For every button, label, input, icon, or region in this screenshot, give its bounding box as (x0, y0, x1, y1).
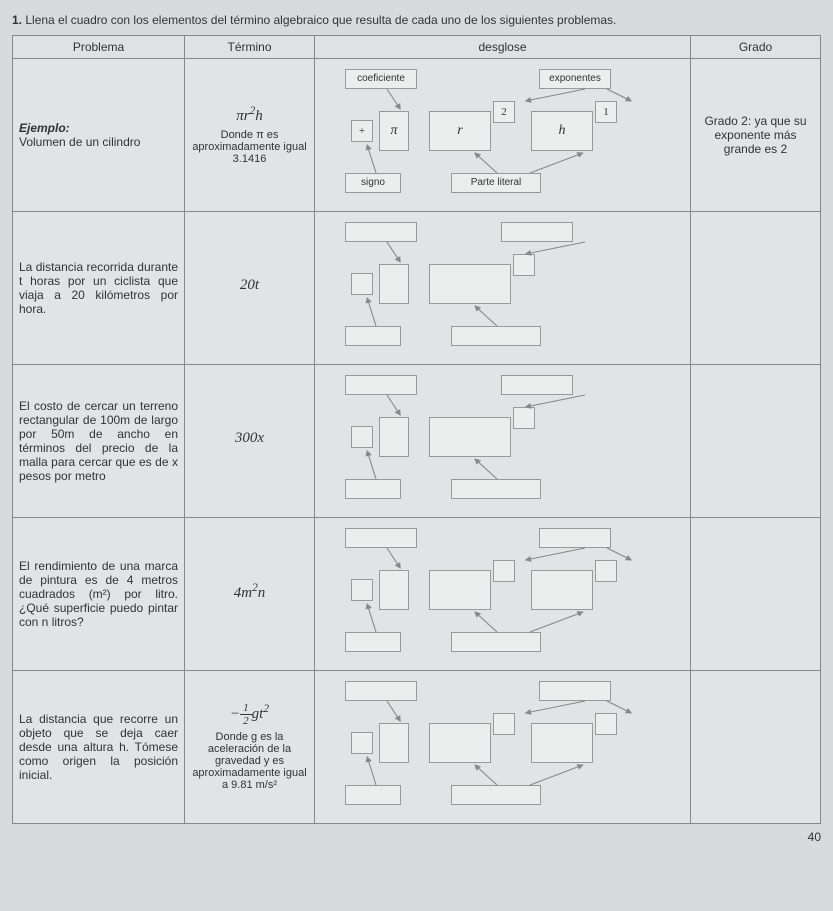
cell-grado (691, 211, 821, 364)
worksheet-table: Problema Término desglose Grado Ejemplo:… (12, 35, 821, 824)
box-lit1 (429, 570, 491, 610)
label-parte-literal: Parte literal (451, 173, 541, 193)
box-exp2: 1 (595, 101, 617, 123)
label-exponentes (501, 375, 573, 395)
desglose-diagram (321, 524, 684, 664)
box-exp1 (493, 713, 515, 735)
table-row: Ejemplo: Volumen de un cilindro πr2h Don… (13, 58, 821, 211)
termino-math: 20t (191, 277, 308, 294)
label-signo (345, 785, 401, 805)
box-sign (351, 273, 373, 295)
problema-text: El costo de cercar un terreno rectangula… (19, 399, 178, 483)
box-exp1 (513, 407, 535, 429)
page-number: 40 (12, 830, 821, 844)
box-sign (351, 732, 373, 754)
label-exponentes: exponentes (539, 69, 611, 89)
problema-label: Ejemplo: (19, 121, 70, 135)
desglose-diagram (321, 218, 684, 358)
desglose-diagram: coeficiente exponentes + π r 2 h 1 signo… (321, 65, 684, 205)
box-sign (351, 426, 373, 448)
desglose-diagram (321, 677, 684, 817)
box-coef (379, 723, 409, 763)
cell-grado (691, 670, 821, 823)
box-coef (379, 570, 409, 610)
termino-math: 300x (191, 430, 308, 447)
cell-termino: πr2h Donde π es aproximadamente igual 3.… (185, 58, 315, 211)
instruction-text: Llena el cuadro con los elementos del té… (25, 13, 616, 27)
header-grado: Grado (691, 35, 821, 58)
box-coef: π (379, 111, 409, 151)
cell-problema: La distancia que recorre un objeto que s… (13, 670, 185, 823)
box-exp1 (513, 254, 535, 276)
box-sign: + (351, 120, 373, 142)
cell-grado (691, 517, 821, 670)
table-row: El costo de cercar un terreno rectangula… (13, 364, 821, 517)
termino-sub: Donde g es la aceleración de la gravedad… (191, 731, 308, 791)
cell-problema: La distancia recorrida durante t horas p… (13, 211, 185, 364)
box-exp1 (493, 560, 515, 582)
box-exp2 (595, 713, 617, 735)
label-signo (345, 632, 401, 652)
label-exponentes (539, 528, 611, 548)
termino-math: πr2h (191, 105, 308, 125)
cell-desglose (315, 670, 691, 823)
cell-desglose (315, 364, 691, 517)
box-lit1 (429, 723, 491, 763)
label-signo (345, 479, 401, 499)
problema-text: La distancia recorrida durante t horas p… (19, 260, 178, 316)
box-lit2: h (531, 111, 593, 151)
desglose-diagram (321, 371, 684, 511)
label-coeficiente (345, 528, 417, 548)
termino-sub: Donde π es aproximadamente igual 3.1416 (191, 129, 308, 165)
cell-desglose (315, 517, 691, 670)
label-signo: signo (345, 173, 401, 193)
table-row: La distancia recorrida durante t horas p… (13, 211, 821, 364)
cell-desglose (315, 211, 691, 364)
cell-termino: 4m2n (185, 517, 315, 670)
cell-termino: −12gt2 Donde g es la aceleración de la g… (185, 670, 315, 823)
box-lit1: r (429, 111, 491, 151)
box-lit1 (429, 264, 511, 304)
problema-text: Volumen de un cilindro (19, 135, 178, 149)
box-exp2 (595, 560, 617, 582)
label-exponentes (539, 681, 611, 701)
cell-termino: 20t (185, 211, 315, 364)
label-parte-literal (451, 785, 541, 805)
label-parte-literal (451, 326, 541, 346)
cell-grado: Grado 2: ya que su exponente más grande … (691, 58, 821, 211)
problema-text: El rendimiento de una marca de pintura e… (19, 559, 178, 629)
table-row: El rendimiento de una marca de pintura e… (13, 517, 821, 670)
box-coef (379, 417, 409, 457)
label-signo (345, 326, 401, 346)
cell-problema: Ejemplo: Volumen de un cilindro (13, 58, 185, 211)
cell-grado (691, 364, 821, 517)
instruction: 1. Llena el cuadro con los elementos del… (12, 12, 821, 29)
box-coef (379, 264, 409, 304)
cell-termino: 300x (185, 364, 315, 517)
grado-text: Grado 2: ya que su exponente más grande … (697, 114, 814, 156)
instruction-number: 1. (12, 13, 22, 27)
cell-desglose: coeficiente exponentes + π r 2 h 1 signo… (315, 58, 691, 211)
cell-problema: El costo de cercar un terreno rectangula… (13, 364, 185, 517)
termino-math: −12gt2 (191, 702, 308, 727)
label-parte-literal (451, 479, 541, 499)
label-exponentes (501, 222, 573, 242)
box-lit2 (531, 570, 593, 610)
problema-text: La distancia que recorre un objeto que s… (19, 712, 178, 782)
box-lit1 (429, 417, 511, 457)
label-coeficiente (345, 222, 417, 242)
header-termino: Término (185, 35, 315, 58)
header-desglose: desglose (315, 35, 691, 58)
label-coeficiente (345, 375, 417, 395)
label-coeficiente: coeficiente (345, 69, 417, 89)
cell-problema: El rendimiento de una marca de pintura e… (13, 517, 185, 670)
box-lit2 (531, 723, 593, 763)
termino-math: 4m2n (191, 582, 308, 602)
label-coeficiente (345, 681, 417, 701)
table-row: La distancia que recorre un objeto que s… (13, 670, 821, 823)
label-parte-literal (451, 632, 541, 652)
box-exp1: 2 (493, 101, 515, 123)
header-problema: Problema (13, 35, 185, 58)
box-sign (351, 579, 373, 601)
